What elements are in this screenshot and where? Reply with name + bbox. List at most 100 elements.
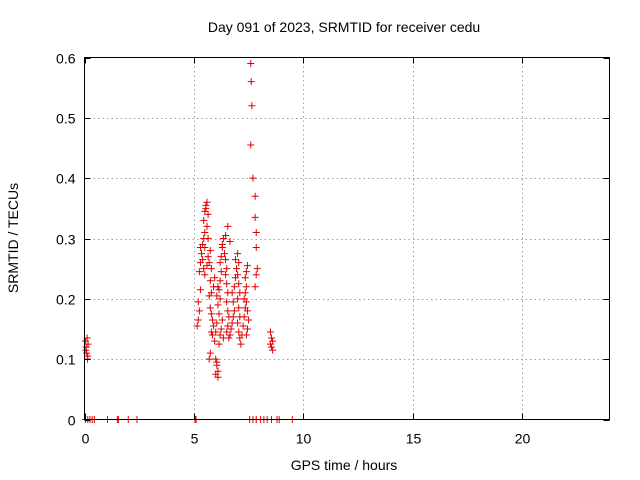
data-point: [213, 319, 221, 327]
data-point: [251, 213, 259, 221]
data-point: [218, 316, 226, 324]
data-point: [235, 280, 243, 288]
x-tick-label: 5: [191, 431, 199, 447]
x-tick-label: 0: [82, 431, 90, 447]
data-point: [224, 322, 232, 330]
data-point: [224, 222, 232, 230]
data-point: [243, 325, 251, 333]
data-point: [268, 343, 276, 351]
y-tick-label: 0.1: [56, 352, 76, 368]
data-point: [217, 325, 225, 333]
data-point: [206, 247, 214, 255]
chart-title: Day 091 of 2023, SRMTID for receiver ced…: [208, 19, 480, 35]
data-point: [235, 304, 243, 312]
data-point: [266, 340, 274, 348]
data-point: [214, 283, 222, 291]
data-point: [218, 244, 226, 252]
data-points: [82, 60, 296, 423]
data-point: [222, 256, 230, 264]
data-point: [194, 316, 202, 324]
data-point: [201, 228, 209, 236]
grid: [84, 57, 610, 420]
y-tick-label: 0: [68, 413, 76, 429]
data-point: [249, 174, 257, 182]
data-point: [230, 307, 238, 315]
data-point: [201, 207, 209, 215]
data-point: [204, 253, 212, 261]
data-point: [216, 277, 224, 285]
data-point: [241, 274, 249, 282]
y-tick-label: 0.6: [56, 51, 76, 67]
data-point: [235, 259, 243, 267]
data-point: [243, 262, 251, 270]
data-point: [200, 216, 208, 224]
data-point: [219, 334, 227, 342]
data-point: [234, 271, 242, 279]
data-point: [242, 298, 250, 306]
data-point: [247, 141, 255, 149]
data-point: [252, 271, 260, 279]
data-point: [266, 328, 274, 336]
data-point: [205, 259, 213, 267]
y-tick-label: 0.5: [56, 111, 76, 127]
data-point: [231, 256, 239, 264]
data-point: [205, 292, 213, 300]
data-point: [215, 310, 223, 318]
data-point: [237, 340, 245, 348]
x-tick-label: 15: [406, 431, 422, 447]
data-point: [252, 228, 260, 236]
data-point: [227, 325, 235, 333]
data-point: [243, 307, 251, 315]
data-point: [253, 265, 261, 273]
data-point: [234, 250, 242, 258]
data-point: [223, 328, 231, 336]
data-point: [202, 204, 210, 212]
data-point: [198, 250, 206, 258]
data-point: [206, 349, 214, 357]
data-point: [269, 346, 277, 354]
tick-labels: 0 0.1 0.2 0.3 0.4 0.5 0.6 0 5 10 15 20: [56, 51, 530, 447]
data-point: [205, 355, 213, 363]
data-point: [195, 307, 203, 315]
data-point: [248, 102, 256, 110]
data-point: [240, 313, 248, 321]
data-point: [215, 286, 223, 294]
data-point: [242, 268, 250, 276]
data-point: [208, 331, 216, 339]
data-point: [203, 198, 211, 206]
data-point: [194, 298, 202, 306]
data-point: [84, 352, 92, 360]
data-point: [203, 222, 211, 230]
data-point: [229, 313, 237, 321]
data-point: [214, 373, 222, 381]
data-point: [216, 295, 224, 303]
data-point: [245, 316, 253, 324]
data-point: [193, 322, 201, 330]
data-point: [247, 60, 255, 68]
data-point: [223, 298, 231, 306]
data-point: [252, 244, 260, 252]
data-point: [216, 331, 224, 339]
data-point: [242, 283, 250, 291]
data-point: [207, 310, 215, 318]
x-tick-label: 20: [515, 431, 531, 447]
data-point: [229, 298, 237, 306]
data-point: [230, 283, 238, 291]
data-point: [233, 265, 241, 273]
data-point: [216, 259, 224, 267]
data-point: [207, 265, 215, 273]
data-point: [211, 274, 219, 282]
y-tick-label: 0.2: [56, 292, 76, 308]
data-point: [210, 322, 218, 330]
x-axis-label: GPS time / hours: [291, 457, 398, 473]
data-point: [217, 253, 225, 261]
data-point: [200, 265, 208, 273]
data-point: [201, 271, 209, 279]
data-point: [214, 301, 222, 309]
data-point: [204, 210, 212, 218]
y-tick-label: 0.4: [56, 171, 76, 187]
data-point: [199, 256, 207, 264]
data-point: [206, 304, 214, 312]
y-tick-label: 0.3: [56, 232, 76, 248]
data-point: [223, 280, 231, 288]
